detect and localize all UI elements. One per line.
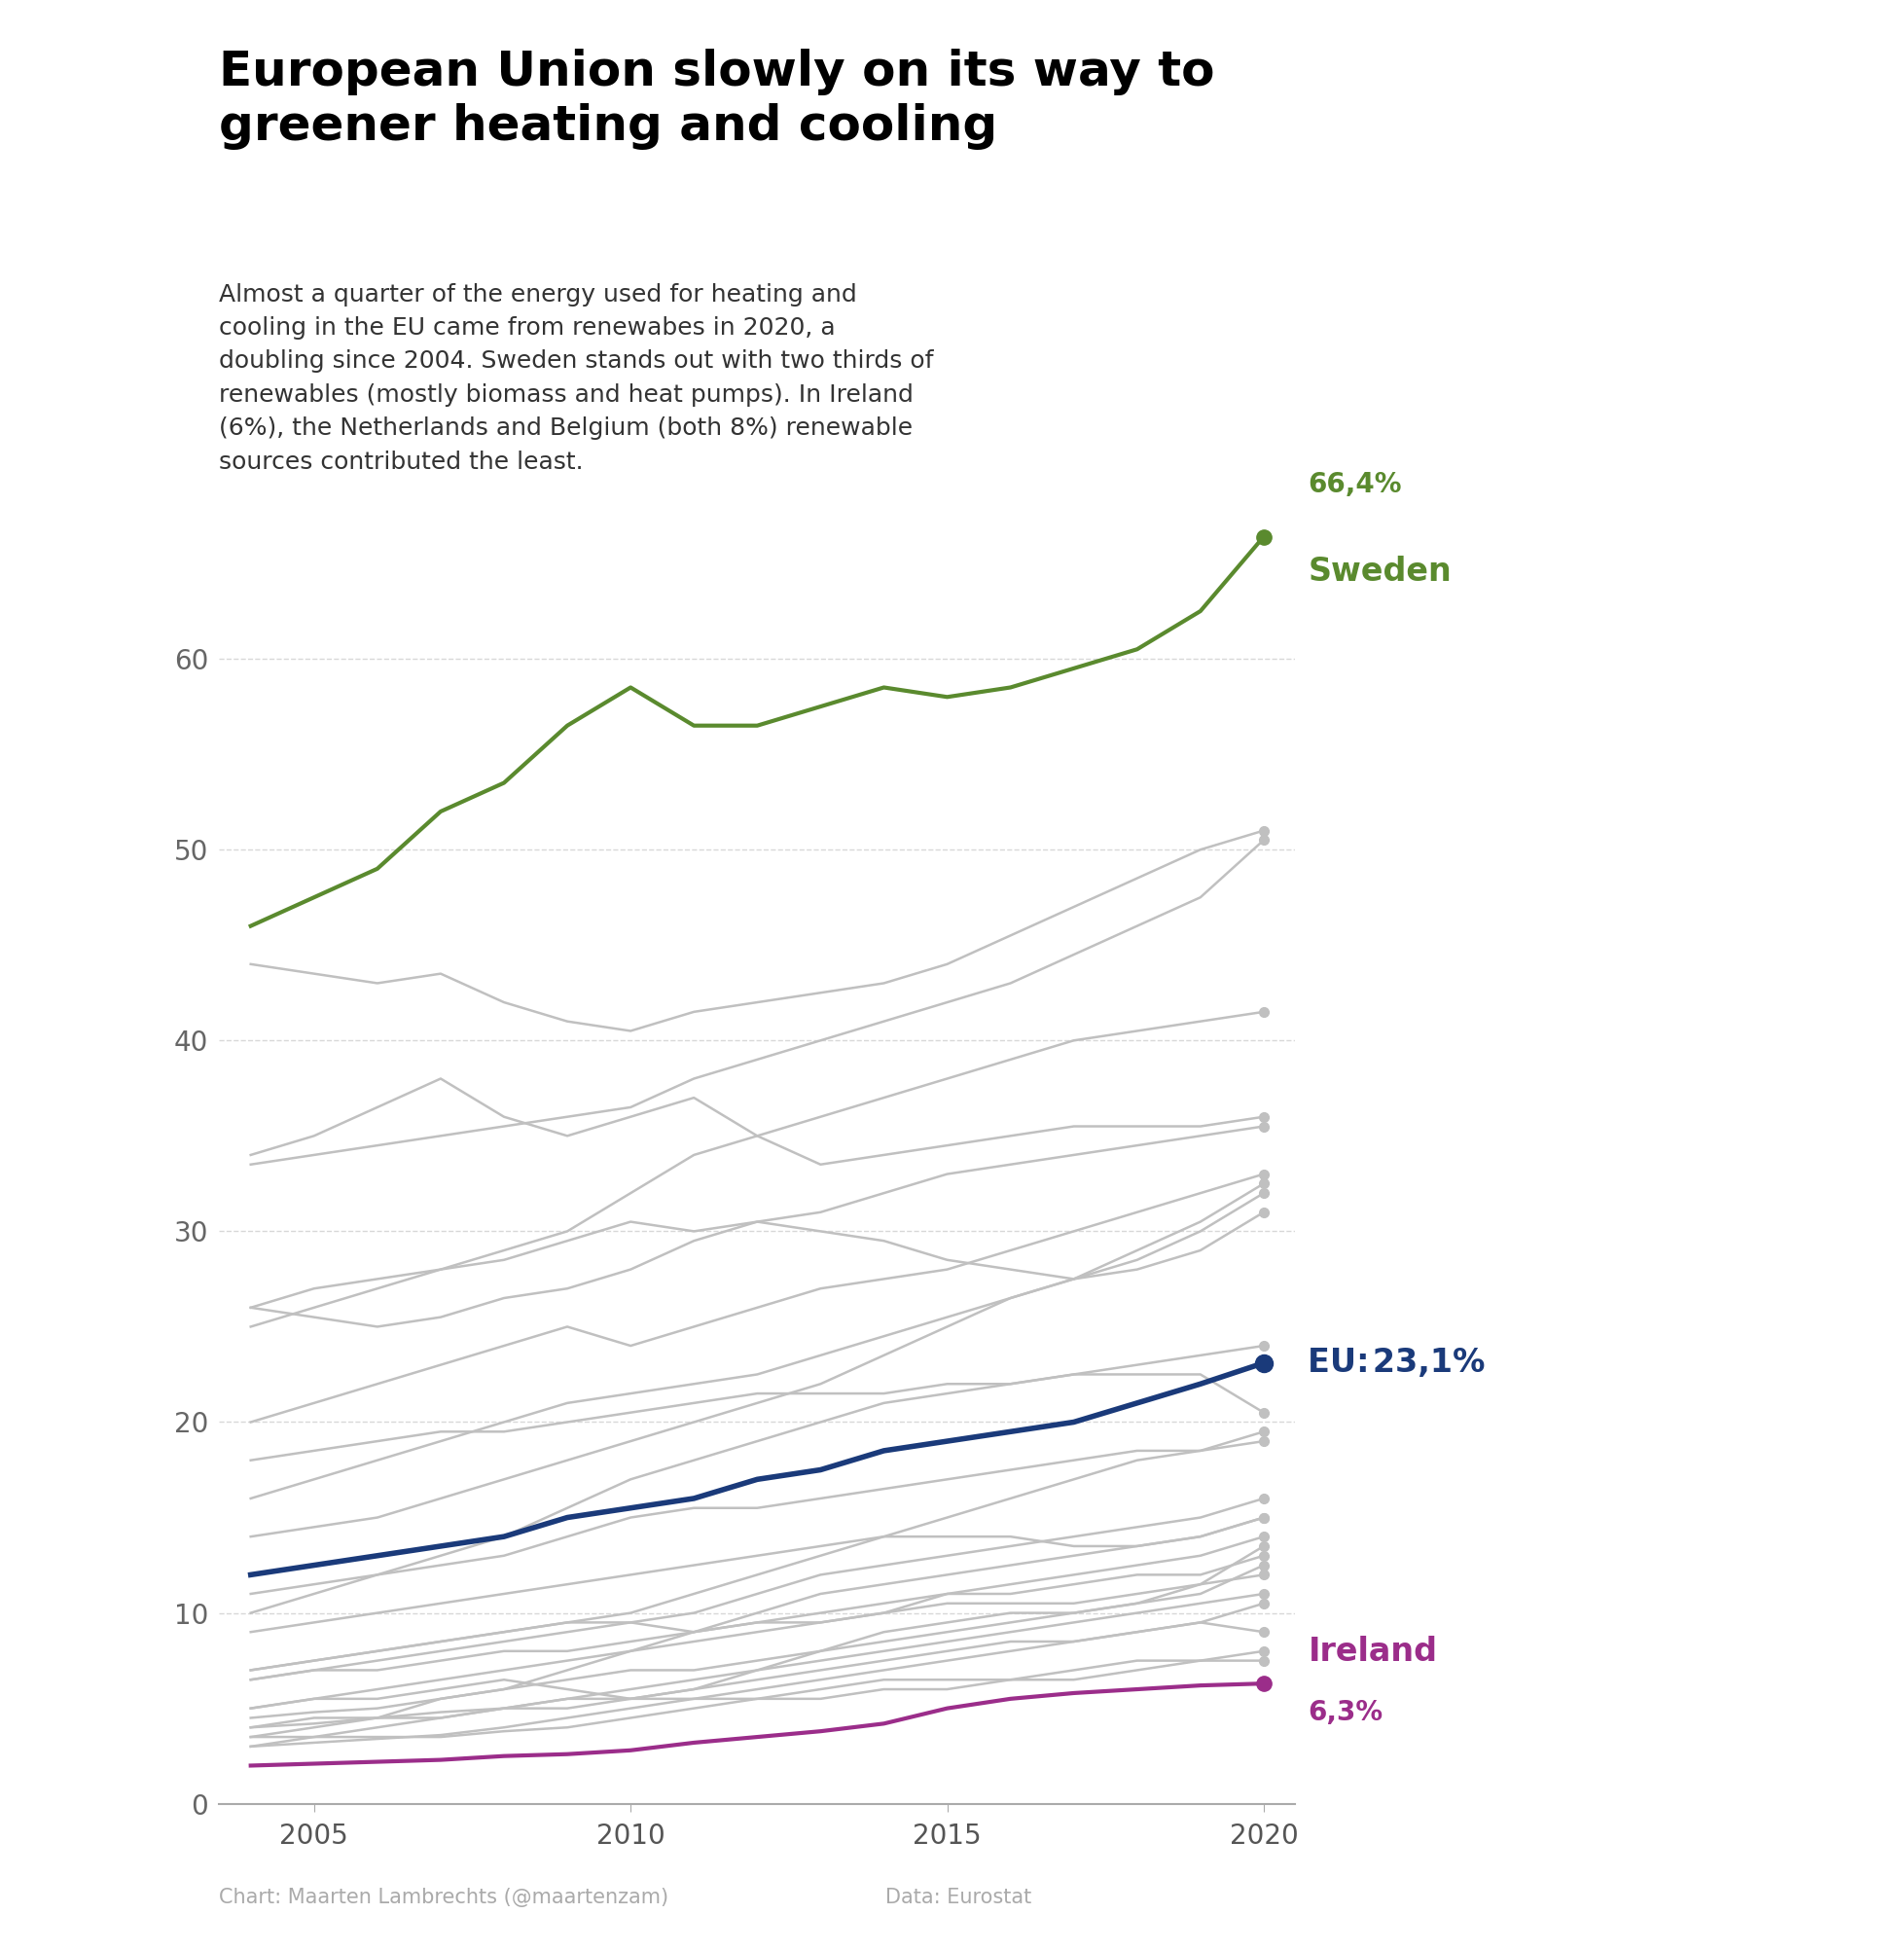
- Text: 6,3%: 6,3%: [1308, 1698, 1382, 1726]
- Text: EU: 23,1%: EU: 23,1%: [1308, 1347, 1485, 1379]
- Text: Almost a quarter of the energy used for heating and
cooling in the EU came from : Almost a quarter of the energy used for …: [219, 283, 933, 474]
- Text: 66,4%: 66,4%: [1308, 472, 1401, 499]
- Text: Ireland: Ireland: [1308, 1636, 1438, 1669]
- Text: Sweden: Sweden: [1308, 556, 1451, 587]
- Text: European Union slowly on its way to
greener heating and cooling: European Union slowly on its way to gree…: [219, 49, 1215, 150]
- Text: Data: Eurostat: Data: Eurostat: [885, 1888, 1032, 1907]
- Text: Chart: Maarten Lambrechts (@maartenzam): Chart: Maarten Lambrechts (@maartenzam): [219, 1888, 668, 1907]
